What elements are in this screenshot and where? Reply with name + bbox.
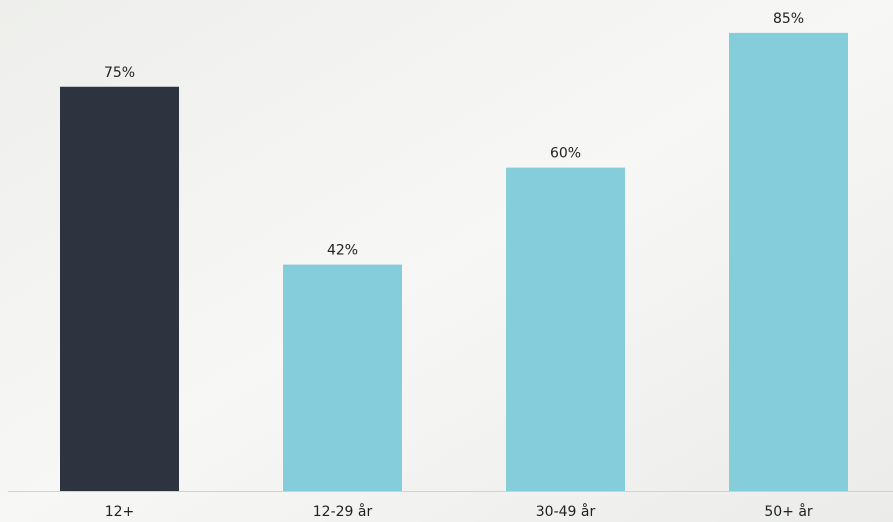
bar	[60, 87, 179, 491]
value-label: 85%	[773, 11, 804, 27]
value-label: 42%	[327, 243, 358, 259]
value-label: 60%	[550, 146, 581, 162]
value-label: 75%	[104, 65, 135, 81]
x-tick-label: 12-29 år	[313, 503, 373, 520]
x-tick-label: 30-49 år	[536, 503, 596, 520]
chart: 75% 12+ 42% 12-29 år 60% 30-49 år 85% 50+ år	[0, 0, 893, 522]
bar	[506, 168, 625, 491]
bar	[729, 33, 848, 491]
x-tick-label: 50+ år	[764, 503, 813, 520]
x-tick-label: 12+	[105, 504, 135, 520]
bar	[283, 265, 402, 491]
